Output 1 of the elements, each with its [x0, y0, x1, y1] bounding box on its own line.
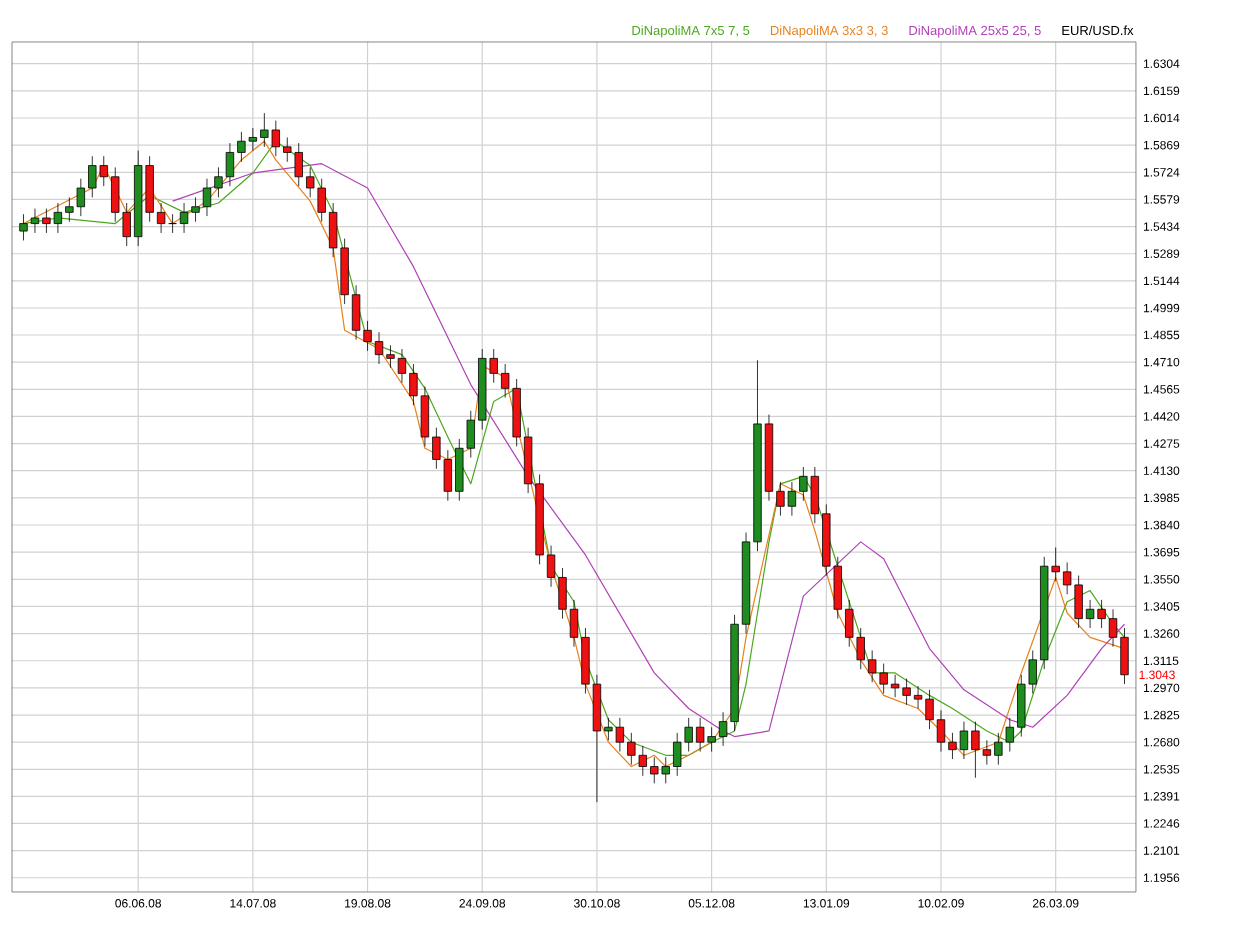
line-series	[171, 163, 1126, 738]
